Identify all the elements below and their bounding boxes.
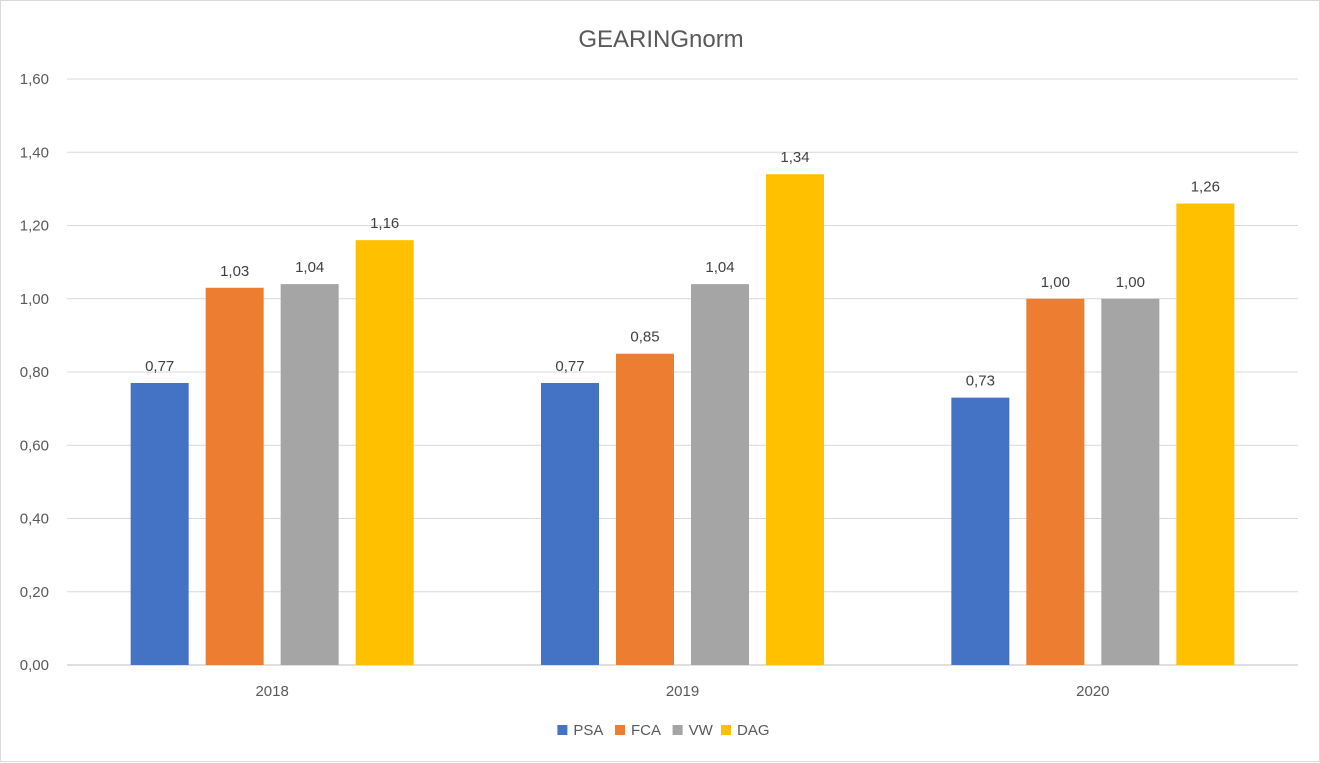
bar-psa-2018: [130, 382, 189, 665]
legend-label-dag: DAG: [737, 722, 770, 739]
chart-title: GEARINGnorm: [578, 26, 743, 53]
bar-dag-2019: [766, 174, 824, 665]
bar-vw-2019: [691, 284, 749, 665]
x-axis: 2018 2019 2020: [255, 683, 1109, 700]
data-label: 0,77: [555, 358, 584, 375]
y-tick-label: 1,40: [20, 144, 49, 161]
y-axis: 0,00 0,20 0,40 0,60 0,80 1,00 1,20 1,40 1,60: [20, 71, 49, 674]
bar-dag-2018: [355, 240, 414, 665]
gridlines: [67, 78, 1298, 666]
data-label: 1,00: [1041, 274, 1070, 291]
y-tick-label: 0,20: [20, 584, 49, 601]
legend: PSA FCA VW DAG: [557, 722, 770, 739]
data-label: 1,00: [1116, 274, 1145, 291]
y-tick-label: 0,60: [20, 437, 49, 454]
x-tick-label: 2020: [1076, 683, 1109, 700]
bar-fca-2019: [616, 353, 674, 665]
y-tick-label: 1,00: [20, 291, 49, 308]
data-label: 0,77: [145, 358, 174, 375]
data-label: 1,34: [780, 149, 809, 166]
y-tick-label: 1,20: [20, 218, 49, 235]
bar-vw-2018: [280, 284, 339, 665]
data-label: 1,04: [295, 259, 324, 276]
data-label: 1,26: [1191, 179, 1220, 196]
bar-vw-2020: [1101, 298, 1160, 665]
data-label: 1,04: [705, 259, 734, 276]
y-tick-label: 0,00: [20, 657, 49, 674]
bar-psa-2019: [541, 382, 599, 665]
y-tick-label: 0,80: [20, 364, 49, 381]
data-label: 0,85: [630, 329, 659, 346]
legend-label-fca: FCA: [631, 722, 661, 739]
data-labels: 0,77 1,03 1,04 1,16 0,77 0,85 1,04 1,34 0,73 1,00…: [145, 149, 1220, 389]
bar-fca-2020: [1026, 298, 1085, 665]
y-tick-label: 0,40: [20, 511, 49, 528]
y-tick-label: 1,60: [20, 71, 49, 88]
legend-swatch-psa: [557, 725, 568, 735]
data-label: 1,03: [220, 263, 249, 280]
legend-label-vw: VW: [689, 722, 714, 739]
legend-label-psa: PSA: [573, 722, 603, 739]
legend-swatch-fca: [615, 725, 625, 735]
data-label: 0,73: [966, 373, 995, 390]
bars: [130, 174, 1235, 665]
bar-psa-2020: [951, 397, 1010, 665]
data-label: 1,16: [370, 215, 399, 232]
x-tick-label: 2019: [666, 683, 699, 700]
legend-swatch-dag: [721, 725, 731, 735]
bar-fca-2018: [205, 287, 264, 665]
bar-dag-2020: [1176, 203, 1235, 665]
x-tick-label: 2018: [255, 683, 288, 700]
legend-swatch-vw: [672, 725, 683, 735]
